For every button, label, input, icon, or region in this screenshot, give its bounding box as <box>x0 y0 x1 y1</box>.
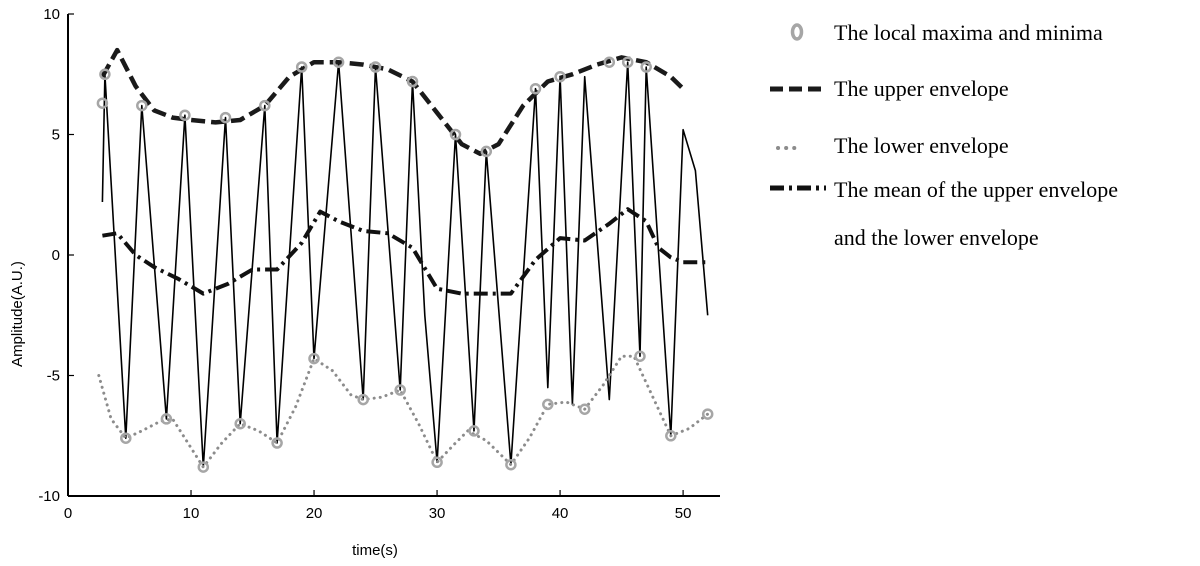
extrema-marker <box>295 61 308 73</box>
legend-item-lower: The lower envelope <box>776 133 1009 158</box>
extrema-marker <box>665 430 677 442</box>
extrema-marker <box>554 70 566 83</box>
x-tick-label: 0 <box>64 505 72 522</box>
extrema-marker <box>160 413 173 425</box>
extrema-marker <box>640 61 652 73</box>
x-ticks: 0 10 20 30 40 50 <box>64 490 692 522</box>
legend-label-extrema: The local maxima and minima <box>834 20 1103 45</box>
extrema-marker <box>96 97 109 109</box>
extrema-marker <box>271 437 283 449</box>
extrema-marker <box>99 68 111 81</box>
extrema-marker <box>197 461 210 473</box>
x-tick-label: 50 <box>675 505 692 522</box>
legend-label-mean-line2: and the lower envelope <box>834 225 1039 250</box>
y-axis-label: Amplitude(A.U.) <box>9 261 26 367</box>
y-tick-label: 0 <box>52 247 60 264</box>
extrema-marker <box>332 56 345 68</box>
series-line-signal <box>101 61 709 468</box>
legend-label-upper: The upper envelope <box>834 76 1009 101</box>
marker-layer <box>96 56 714 473</box>
series-layer <box>97 47 710 469</box>
extrema-marker <box>179 109 191 121</box>
y-tick-label: 10 <box>43 6 60 23</box>
y-tick-label: -5 <box>47 368 60 385</box>
legend-item-mean: The mean of the upper envelope and the l… <box>770 177 1118 250</box>
extrema-marker <box>578 403 591 415</box>
y-tick-label: -10 <box>38 488 60 505</box>
extrema-marker <box>621 56 634 68</box>
extrema-marker <box>449 128 462 141</box>
extrema-marker <box>120 432 132 444</box>
y-tick-label: 5 <box>52 127 60 144</box>
extrema-marker <box>701 408 714 420</box>
extrema-marker <box>259 99 271 112</box>
extrema-marker <box>603 56 616 68</box>
legend-swatch-extrema <box>790 23 804 41</box>
plot-area <box>96 47 714 473</box>
legend: The local maxima and minima The upper en… <box>770 20 1118 250</box>
extrema-marker <box>431 456 443 469</box>
x-tick-label: 20 <box>306 505 323 522</box>
legend-item-upper: The upper envelope <box>770 76 1009 101</box>
legend-item-extrema: The local maxima and minima <box>790 20 1103 45</box>
series-line-upper <box>100 47 685 157</box>
x-tick-label: 30 <box>429 505 446 522</box>
extrema-marker <box>480 145 493 158</box>
x-tick-label: 10 <box>183 505 200 522</box>
y-ticks: 10 5 0 -5 -10 <box>38 6 74 505</box>
extrema-marker <box>136 99 148 112</box>
x-tick-label: 40 <box>552 505 569 522</box>
series-line-mean <box>102 207 708 296</box>
extrema-marker <box>505 458 517 471</box>
extrema-marker <box>529 82 542 95</box>
legend-label-lower: The lower envelope <box>834 133 1009 158</box>
legend-label-mean: The mean of the upper envelope <box>834 177 1118 202</box>
series-line-lower <box>97 354 710 469</box>
extrema-marker <box>406 75 419 88</box>
extrema-marker <box>357 393 369 406</box>
extrema-marker <box>634 350 646 362</box>
extrema-marker <box>369 61 382 73</box>
extrema-marker <box>394 384 406 396</box>
x-axis-label: time(s) <box>352 542 398 559</box>
extrema-marker <box>219 111 232 124</box>
extrema-marker <box>308 352 320 365</box>
extrema-marker <box>234 417 246 430</box>
extrema-marker <box>468 425 480 437</box>
extrema-marker <box>542 398 554 411</box>
